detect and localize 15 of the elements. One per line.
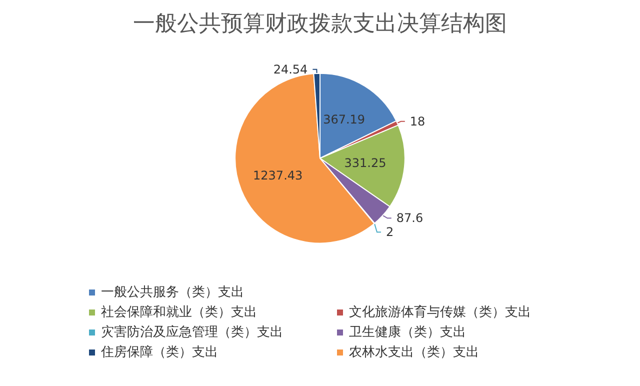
data-label: 87.6 xyxy=(396,211,424,226)
legend-label: 住房保障（类）支出 xyxy=(100,344,218,360)
legend-label: 农林水支出（类）支出 xyxy=(349,345,479,360)
legend-label: 社会保障和就业（类）支出 xyxy=(101,305,257,320)
data-label: 2 xyxy=(386,225,394,240)
legend-label: 卫生健康（类）支出 xyxy=(349,325,466,340)
legend-label: 灾害防治及应急管理（类）支出 xyxy=(101,324,283,340)
data-label: 367.19 xyxy=(323,112,366,127)
data-label: 1237.43 xyxy=(253,168,303,182)
chart-title: 一般公共预算财政拨款支出决算结构图 xyxy=(133,12,507,36)
legend-label: 一般公共服务（类）支出 xyxy=(101,285,244,300)
data-label: 24.54 xyxy=(273,62,308,76)
legend-label: 文化旅游体育与传媒（类）支出 xyxy=(349,304,531,320)
data-label: 331.25 xyxy=(344,156,386,170)
data-label: 18 xyxy=(410,114,426,128)
